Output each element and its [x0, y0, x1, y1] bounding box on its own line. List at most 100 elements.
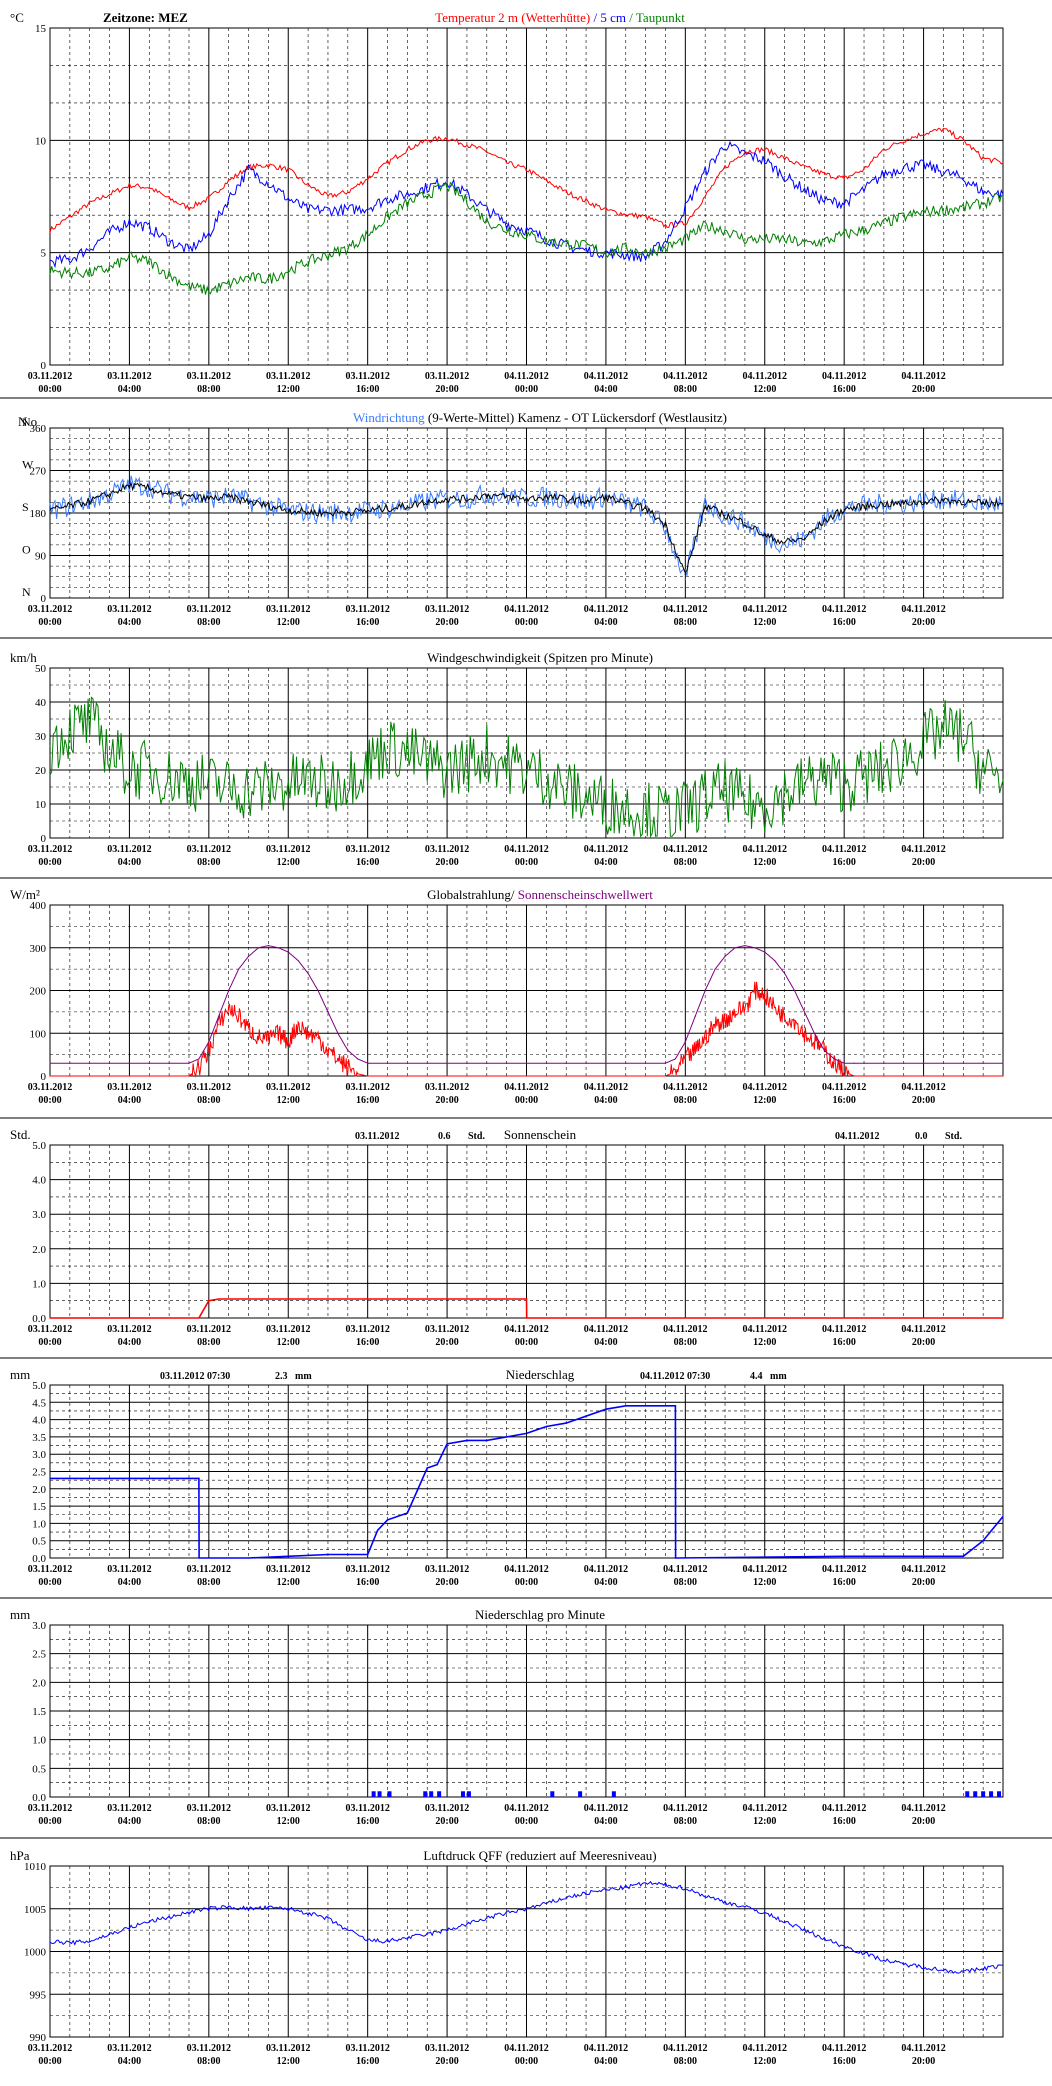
data-point	[267, 164, 269, 166]
data-point	[625, 1075, 627, 1077]
data-point	[238, 1015, 240, 1017]
data-point	[406, 1075, 408, 1077]
data-point	[664, 1075, 667, 1077]
x-tick-date: 04.11.2012	[584, 1324, 628, 1335]
data-point	[545, 1075, 548, 1077]
y-tick-label: 995	[30, 1989, 47, 2001]
x-tick-date: 03.11.2012	[345, 1082, 389, 1093]
x-tick-date: 03.11.2012	[28, 844, 72, 855]
chart-title-part: Niederschlag pro Minute	[475, 1607, 605, 1622]
x-tick-time: 16:00	[356, 857, 379, 868]
data-point	[714, 1024, 716, 1026]
x-tick-date: 03.11.2012	[28, 1324, 72, 1335]
x-tick-date: 04.11.2012	[743, 1803, 787, 1814]
data-point	[942, 209, 945, 211]
data-point	[843, 1555, 845, 1557]
data-point	[585, 1062, 587, 1064]
x-tick-time: 04:00	[594, 384, 617, 395]
x-tick-date: 03.11.2012	[266, 844, 310, 855]
daily-total-unit: mm	[295, 1371, 312, 1382]
x-tick-time: 00:00	[515, 1337, 538, 1348]
x-tick-time: 04:00	[118, 1816, 141, 1827]
x-tick-time: 08:00	[674, 617, 697, 628]
data-point	[982, 157, 984, 159]
data-point	[942, 1062, 945, 1064]
data-point	[109, 231, 111, 233]
data-point	[704, 505, 706, 507]
bar	[973, 1791, 978, 1797]
data-point	[148, 1921, 150, 1923]
x-tick-time: 00:00	[38, 1816, 61, 1827]
x-tick-date: 04.11.2012	[584, 1082, 628, 1093]
data-point	[704, 1895, 706, 1897]
series-line	[49, 696, 1004, 839]
y-unit-label: mm	[10, 1607, 30, 1622]
data-point	[843, 508, 845, 510]
data-point	[486, 752, 488, 754]
data-point	[267, 945, 269, 947]
chart-title-part: Sonnenschein	[504, 1127, 577, 1142]
compass-label: N	[22, 585, 31, 599]
daily-total-unit: Std.	[945, 1131, 962, 1142]
data-point	[486, 151, 488, 153]
data-point	[625, 247, 627, 249]
data-point	[128, 769, 130, 771]
data-point	[843, 1945, 845, 1947]
daily-total-date: 04.11.2012	[835, 1131, 879, 1142]
data-point	[247, 789, 250, 792]
x-tick-time: 12:00	[753, 384, 776, 395]
bar	[611, 1791, 616, 1797]
data-point	[247, 1908, 250, 1910]
data-point	[228, 496, 230, 498]
x-tick-time: 12:00	[277, 617, 300, 628]
x-tick-date: 03.11.2012	[266, 2043, 310, 2054]
data-point	[168, 198, 170, 200]
data-point	[863, 168, 865, 171]
y-tick-label: 4.0	[32, 1175, 46, 1187]
data-point	[525, 769, 528, 771]
x-tick-time: 04:00	[118, 384, 141, 395]
data-point	[863, 1062, 865, 1064]
data-point	[367, 1075, 369, 1077]
series-line	[49, 481, 1003, 575]
data-point	[744, 153, 746, 155]
data-point	[406, 1062, 408, 1064]
data-point	[565, 1422, 567, 1424]
data-point	[645, 1062, 647, 1064]
data-point	[863, 505, 865, 507]
x-tick-time: 20:00	[435, 1337, 458, 1348]
data-point	[466, 762, 468, 764]
x-tick-time: 12:00	[277, 1577, 300, 1588]
x-tick-date: 04.11.2012	[901, 1082, 945, 1093]
data-point	[247, 1028, 250, 1030]
data-point	[386, 198, 389, 200]
data-point	[506, 1075, 508, 1077]
data-point	[128, 485, 130, 487]
data-point	[89, 272, 91, 274]
x-tick-time: 20:00	[435, 617, 458, 628]
data-point	[287, 1555, 289, 1557]
bar	[965, 1791, 970, 1797]
data-point	[525, 234, 528, 236]
data-point	[307, 1032, 309, 1034]
data-point	[406, 202, 408, 204]
data-point	[982, 503, 984, 505]
data-point	[962, 139, 964, 141]
x-tick-date: 04.11.2012	[504, 2043, 548, 2054]
x-tick-time: 08:00	[674, 1095, 697, 1106]
x-tick-time: 12:00	[277, 857, 300, 868]
bar	[423, 1791, 428, 1797]
data-point	[247, 1557, 250, 1559]
x-tick-time: 16:00	[356, 1577, 379, 1588]
data-point	[903, 755, 905, 758]
bar	[466, 1791, 471, 1797]
data-point	[486, 494, 488, 496]
data-point	[386, 1062, 389, 1064]
data-point	[1002, 503, 1004, 505]
data-point	[367, 177, 369, 180]
series-niederschlag-pro-minute	[371, 1791, 1002, 1797]
y-tick-label: 0.0	[32, 1553, 46, 1565]
x-tick-date: 04.11.2012	[504, 1082, 548, 1093]
data-point	[49, 745, 51, 747]
